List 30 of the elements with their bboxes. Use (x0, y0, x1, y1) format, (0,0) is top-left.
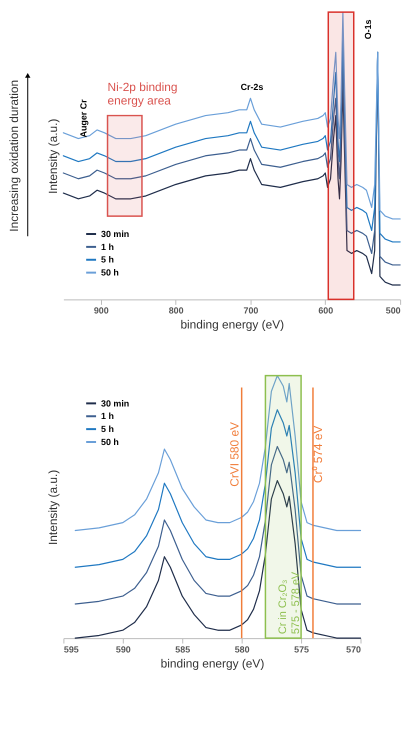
x-tick-label: 595 (64, 644, 79, 654)
ref-line-label: CrVI 580 eV (228, 422, 242, 487)
x-tick-label: 575 (294, 644, 310, 654)
legend-label: 50 h (101, 436, 119, 447)
legend-label: 5 h (101, 254, 114, 265)
x-tick-label: 600 (318, 306, 334, 316)
legend-label: 30 min (101, 228, 130, 239)
legend-label: 5 h (101, 424, 114, 434)
legend-label: 30 min (101, 398, 130, 408)
text: Increasing oxidation duration (6, 80, 21, 232)
y-axis-title: Intensity (a.u.) (46, 118, 60, 194)
legend-label: 1 h (101, 242, 114, 252)
legend-label: 50 h (101, 268, 119, 278)
band-label: Cr in Cr₂O₃ 575 - 578 eV (277, 571, 302, 634)
annotation: Auger Cr (78, 98, 89, 138)
annotation: O-1s (363, 19, 374, 40)
x-tick-label: 500 (386, 306, 401, 316)
x-tick-label: 900 (94, 306, 109, 316)
x-axis-title: binding energy (eV) (180, 318, 284, 332)
x-tick-label: 590 (116, 644, 131, 654)
y-axis-title: Intensity (a.u.) (46, 470, 60, 545)
x-tick-label: 800 (168, 306, 184, 316)
x-tick-label: 580 (234, 644, 250, 654)
annotation: Cr-2s (240, 82, 264, 92)
x-tick-label: 700 (244, 306, 258, 316)
x-tick-label: 585 (175, 644, 190, 654)
legend-label: 1 h (101, 411, 114, 422)
x-tick-label: 570 (346, 644, 362, 654)
x-axis-title: binding energy (eV) (160, 656, 264, 670)
band-label: Ni-2p binding energy area (108, 80, 178, 108)
